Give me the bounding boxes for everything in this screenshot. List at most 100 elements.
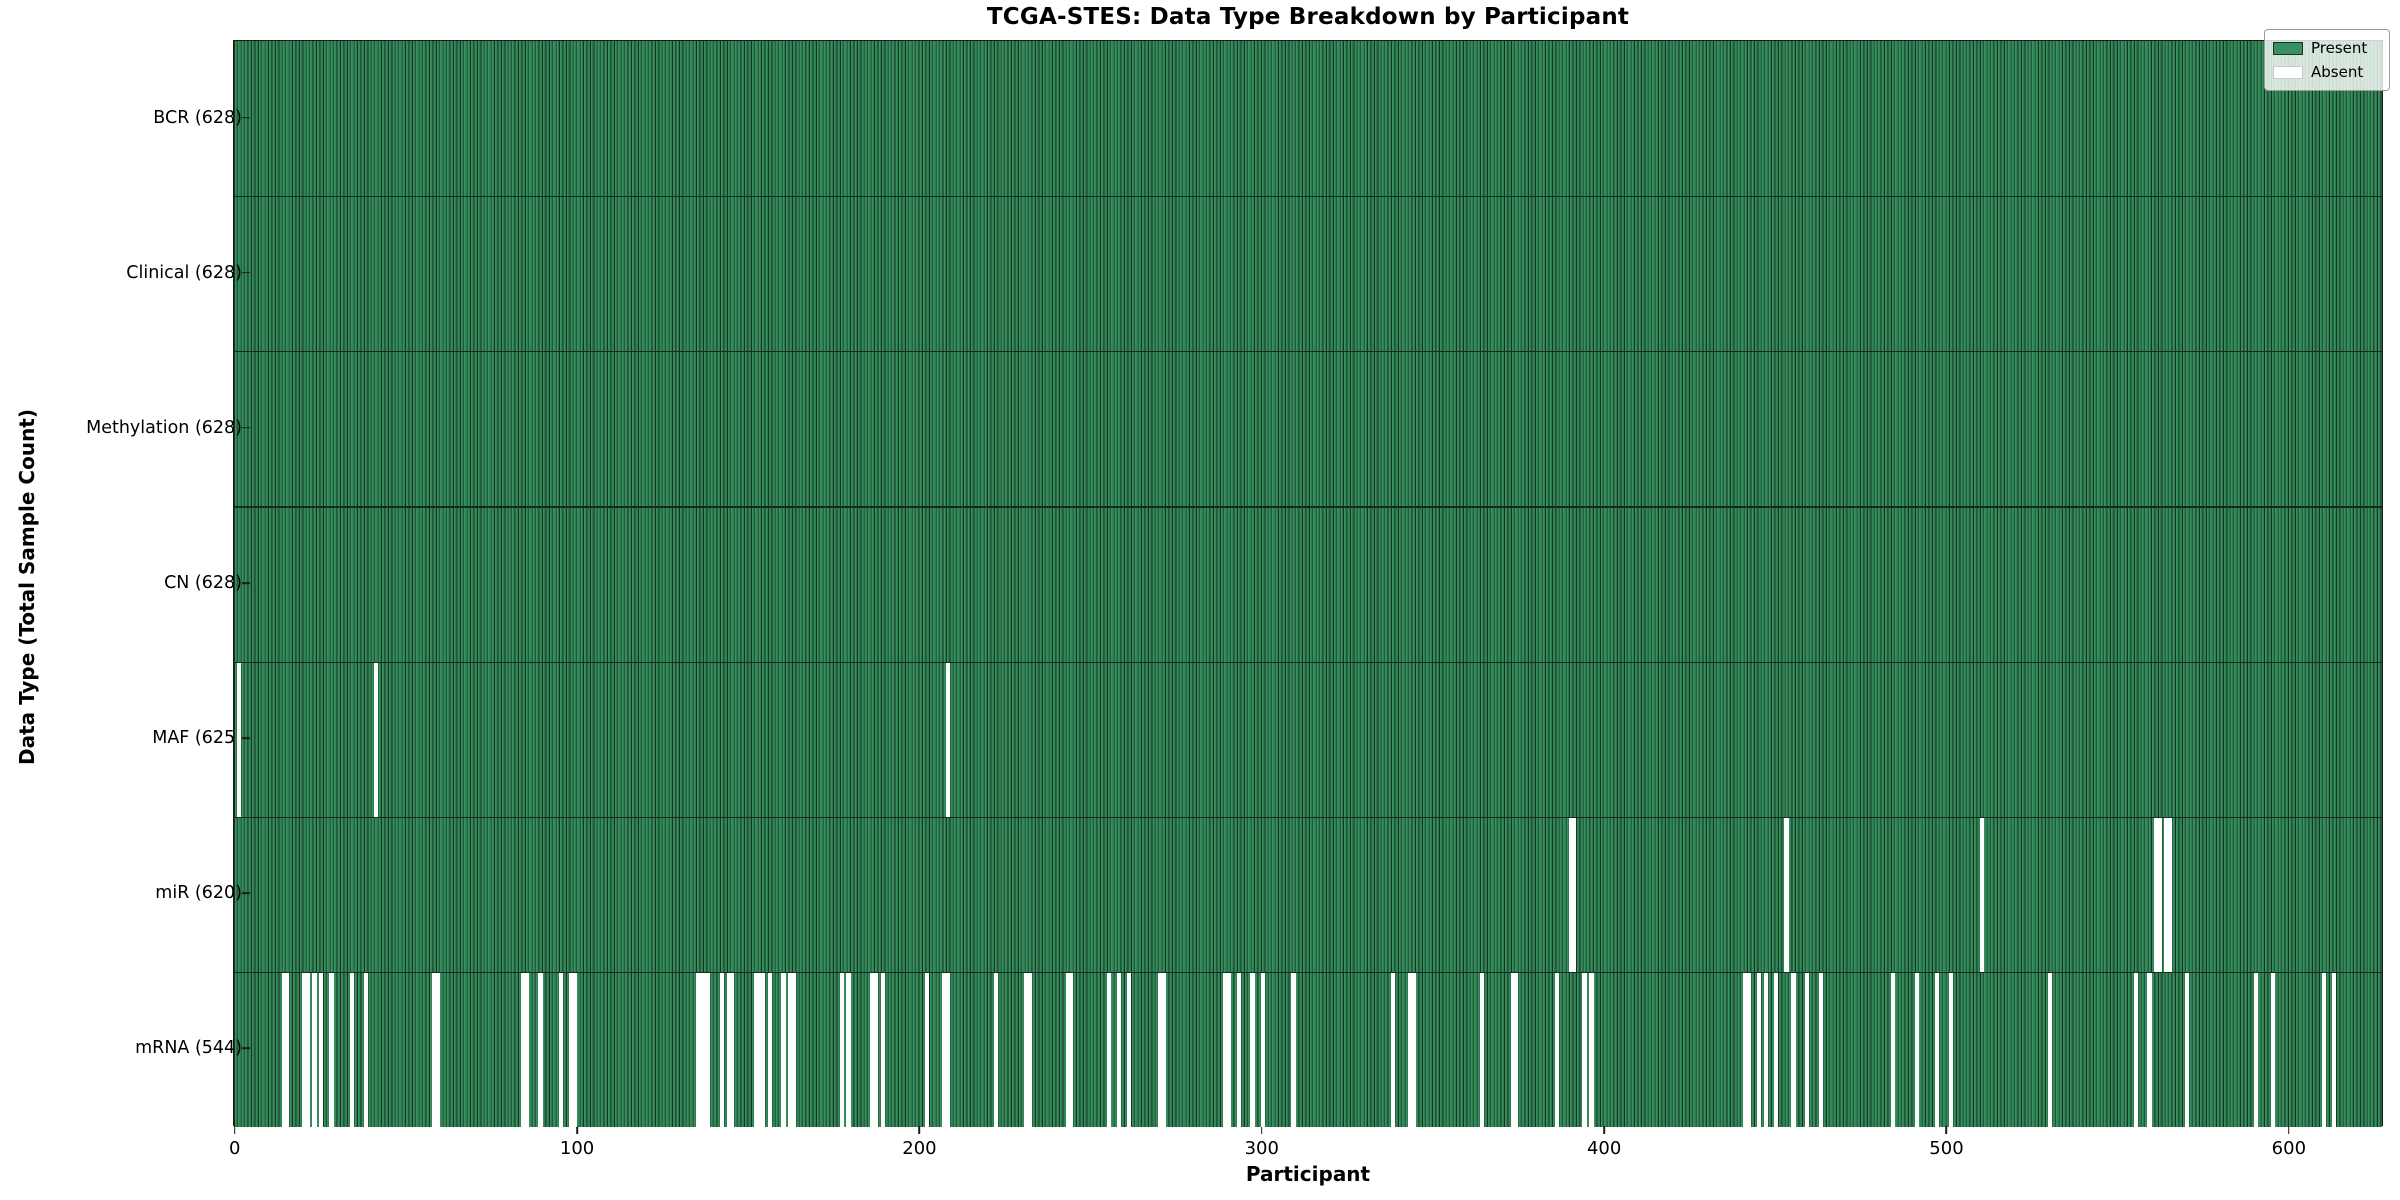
absent-gap [2133, 971, 2138, 1127]
absent-gap [1589, 971, 1594, 1127]
absent-gap [1407, 971, 1413, 1127]
absent-gap [432, 971, 437, 1127]
absent-gap [706, 971, 711, 1127]
absent-gap [2167, 816, 2173, 972]
absent-gap [2048, 971, 2053, 1127]
legend-item-present: Present [2273, 36, 2381, 60]
absent-gap [719, 971, 724, 1127]
absent-gap [1291, 971, 1296, 1127]
row-band-bcr [234, 41, 2382, 197]
xtick-mark [1260, 1126, 1263, 1134]
absent-gap [1514, 971, 1519, 1127]
row-separator [234, 971, 2382, 974]
absent-gap [2164, 816, 2169, 972]
ytick-label-maf: MAF (625) [152, 728, 242, 749]
absent-gap [839, 971, 844, 1127]
ytick-mark [242, 582, 250, 584]
absent-gap [435, 971, 440, 1127]
absent-gap [1935, 971, 1940, 1127]
absent-gap [726, 971, 731, 1127]
absent-gap [1746, 971, 1752, 1127]
absent-gap [1390, 971, 1395, 1127]
row-separator [234, 351, 2382, 353]
xtick-label-200: 200 [902, 1138, 937, 1159]
absent-gap [1065, 971, 1070, 1127]
ytick-label-mir: miR (620) [155, 883, 242, 904]
y-axis-label: Data Type (Total Sample Count) [15, 408, 39, 766]
absent-gap [521, 971, 526, 1127]
ytick-mark [242, 116, 250, 119]
xtick-mark [2288, 1126, 2290, 1134]
absent-gap [1555, 971, 1560, 1127]
absent-gap [1223, 971, 1228, 1127]
absent-gap [1106, 971, 1111, 1127]
absent-gap [1161, 971, 1166, 1127]
absent-gap [945, 971, 950, 1127]
xtick-mark [1603, 1126, 1605, 1134]
absent-gap [363, 971, 368, 1127]
row-separator [234, 661, 2382, 663]
absent-gap [558, 971, 564, 1127]
absent-gap [695, 971, 700, 1127]
ytick-mark [242, 1047, 250, 1050]
absent-gap [945, 661, 950, 817]
absent-gap [781, 971, 786, 1127]
absent-gap [788, 971, 793, 1127]
absent-gap [753, 971, 759, 1127]
absent-gap [757, 971, 762, 1127]
absent-gap [730, 971, 735, 1127]
chart-title: TCGA-STES: Data Type Breakdown by Partic… [986, 4, 1630, 30]
legend-present-swatch [2273, 41, 2303, 55]
legend-item-absent: Absent [2273, 60, 2381, 84]
absent-gap [2321, 971, 2327, 1127]
absent-gap [350, 971, 355, 1127]
xtick-label-500: 500 [1929, 1138, 1964, 1159]
absent-gap [1236, 971, 1241, 1127]
absent-gap [699, 971, 704, 1127]
absent-gap [1027, 971, 1033, 1127]
row-separator [234, 816, 2382, 818]
legend-absent-swatch [2273, 65, 2303, 79]
legend-present-label: Present [2311, 39, 2368, 57]
absent-gap [1510, 971, 1515, 1127]
row-band-mir [234, 816, 2382, 972]
xtick-label-0: 0 [228, 1138, 241, 1159]
ytick-mark [242, 427, 250, 429]
absent-gap [281, 971, 286, 1127]
plot-area [233, 40, 2383, 1127]
absent-gap [2332, 971, 2337, 1127]
absent-gap [942, 971, 947, 1127]
absent-gap [1774, 971, 1779, 1127]
absent-gap [1784, 816, 1789, 972]
absent-gap [1763, 971, 1769, 1127]
row-band-maf [234, 661, 2382, 817]
absent-gap [1260, 971, 1265, 1127]
absent-gap [846, 971, 851, 1127]
xtick-mark [918, 1126, 921, 1134]
absent-gap [1914, 971, 1919, 1127]
absent-gap [305, 971, 310, 1127]
absent-gap [1479, 971, 1484, 1127]
row-separator [234, 506, 2382, 508]
ytick-label-cn: CN (628) [164, 573, 242, 593]
x-axis-label: Participant [1245, 1162, 1371, 1186]
absent-gap [791, 971, 796, 1127]
absent-gap [373, 661, 379, 817]
absent-gap [1568, 816, 1573, 972]
row-band-mrna [234, 971, 2382, 1127]
absent-gap [1757, 971, 1762, 1127]
xtick-mark [233, 1126, 236, 1134]
absent-gap [329, 971, 334, 1127]
absent-gap [1024, 971, 1029, 1127]
ytick-label-clinical: Clinical (628) [126, 262, 242, 283]
absent-gap [1582, 971, 1587, 1127]
absent-gap [1818, 971, 1823, 1127]
absent-gap [572, 971, 577, 1127]
legend: Present Absent [2264, 29, 2390, 91]
absent-gap [2270, 971, 2275, 1127]
absent-gap [312, 971, 317, 1127]
absent-gap [993, 971, 998, 1127]
absent-gap [1068, 971, 1074, 1127]
absent-gap [760, 971, 766, 1127]
